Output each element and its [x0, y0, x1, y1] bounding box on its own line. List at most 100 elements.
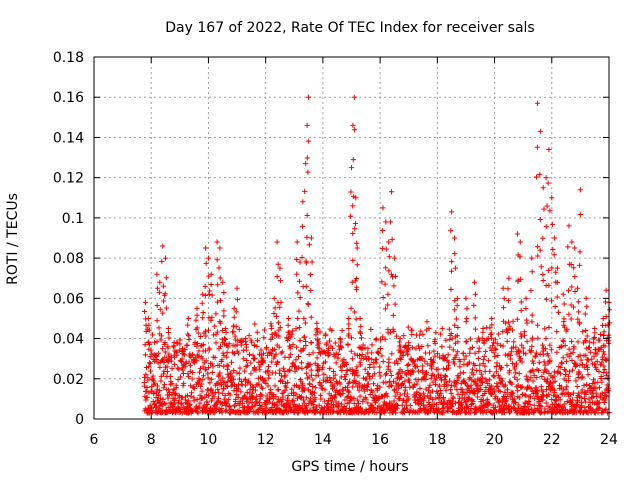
data-point: [184, 342, 190, 348]
data-point: [206, 392, 212, 398]
data-point: [296, 308, 302, 314]
data-point: [294, 344, 300, 350]
data-point: [154, 339, 160, 345]
data-point: [289, 386, 295, 392]
data-point: [416, 401, 422, 407]
data-point: [310, 383, 316, 390]
data-point: [535, 253, 541, 259]
data-point: [492, 345, 498, 351]
data-point: [487, 325, 493, 331]
data-point: [290, 341, 296, 348]
data-point: [590, 388, 596, 394]
data-point: [229, 373, 235, 379]
data-point: [188, 390, 195, 396]
data-point: [166, 351, 172, 357]
data-point: [394, 390, 400, 396]
data-point: [454, 295, 460, 301]
data-point: [269, 404, 275, 411]
data-point: [306, 351, 312, 358]
data-point: [486, 400, 492, 407]
data-point: [600, 349, 606, 355]
data-point: [191, 385, 198, 391]
x-tick-label: 22: [543, 432, 561, 448]
data-point: [455, 324, 461, 331]
data-point: [394, 375, 400, 382]
data-point: [193, 326, 199, 332]
data-point: [552, 389, 558, 396]
data-point: [473, 380, 479, 386]
data-point: [162, 339, 168, 346]
data-point: [367, 391, 373, 398]
data-point: [454, 332, 460, 339]
data-point: [535, 368, 542, 374]
data-point: [332, 354, 338, 360]
data-point: [312, 396, 318, 402]
data-point: [314, 320, 320, 326]
data-point: [358, 323, 364, 329]
data-point: [213, 340, 219, 346]
data-point: [294, 271, 300, 277]
data-point: [489, 335, 495, 341]
data-point: [314, 355, 320, 361]
data-point: [330, 402, 337, 408]
data-point: [386, 254, 392, 260]
data-point: [277, 277, 284, 284]
data-point: [452, 354, 458, 361]
data-point: [297, 337, 303, 344]
data-point: [393, 410, 399, 416]
data-point: [336, 347, 343, 353]
data-point: [451, 235, 458, 241]
data-point: [268, 321, 274, 327]
data-point: [578, 357, 584, 363]
data-point: [402, 387, 408, 393]
data-point: [530, 358, 536, 364]
data-point: [540, 185, 546, 191]
data-point: [385, 330, 391, 336]
data-point: [489, 343, 496, 349]
data-point: [602, 390, 608, 396]
data-point: [452, 250, 458, 257]
data-point: [209, 361, 215, 367]
data-point: [202, 283, 208, 289]
data-point: [596, 368, 602, 375]
data-point: [438, 391, 444, 397]
data-point: [397, 396, 403, 402]
data-point: [265, 364, 272, 370]
data-point: [236, 370, 242, 376]
data-point: [397, 350, 403, 356]
data-point: [507, 323, 513, 329]
data-point: [232, 333, 238, 339]
data-point: [379, 227, 386, 234]
data-point: [550, 246, 556, 253]
data-point: [530, 360, 537, 366]
data-point: [441, 409, 447, 416]
data-point: [200, 376, 206, 383]
data-point: [570, 304, 577, 310]
data-point: [489, 315, 495, 322]
data-point: [302, 385, 308, 391]
data-point: [348, 165, 355, 171]
data-point: [518, 299, 524, 305]
data-point: [235, 394, 241, 401]
data-point: [222, 336, 228, 342]
data-point: [337, 381, 343, 387]
data-point: [152, 339, 158, 346]
data-point: [492, 404, 499, 410]
data-point: [541, 359, 547, 365]
data-point: [510, 360, 516, 366]
data-point: [554, 294, 560, 300]
data-point: [342, 376, 348, 383]
data-point: [304, 212, 310, 219]
data-point: [191, 398, 197, 404]
data-point: [161, 385, 167, 391]
data-point: [333, 399, 339, 405]
data-point: [373, 360, 379, 366]
data-point: [560, 355, 566, 361]
data-point: [186, 336, 192, 343]
data-point: [353, 369, 359, 375]
data-point: [483, 384, 489, 391]
data-point: [179, 401, 185, 407]
data-point: [199, 356, 205, 362]
data-point: [307, 361, 313, 368]
data-point: [382, 336, 388, 342]
